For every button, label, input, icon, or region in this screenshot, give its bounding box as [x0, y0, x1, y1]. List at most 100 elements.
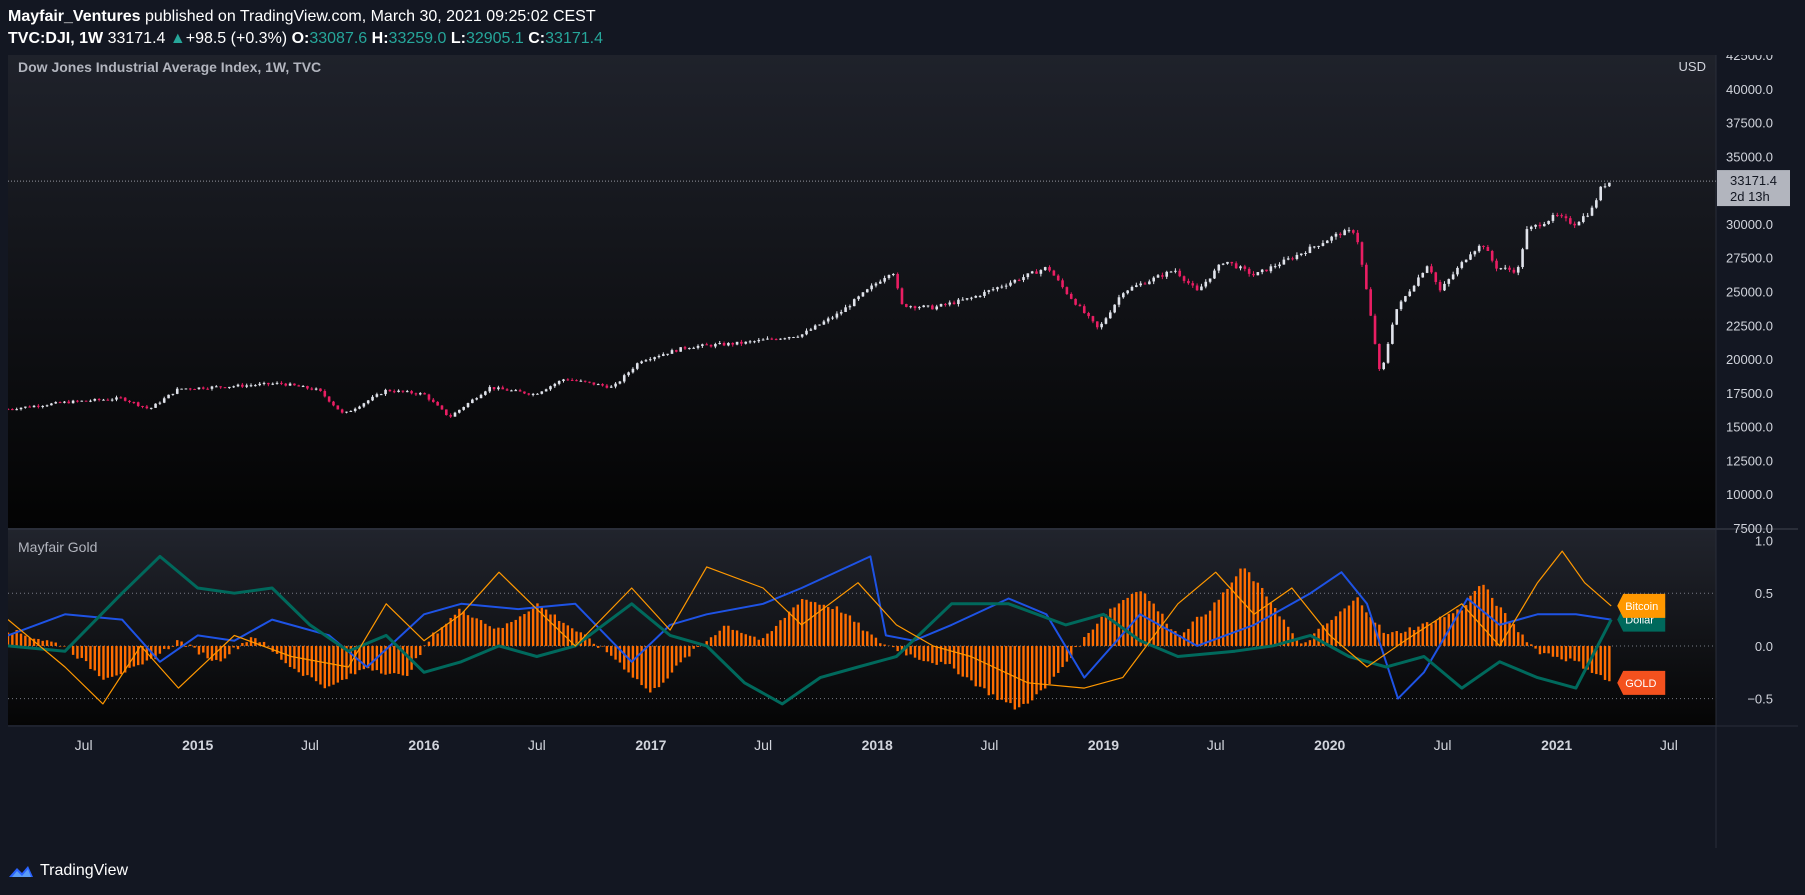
- candle-body[interactable]: [145, 406, 149, 409]
- histogram-bar[interactable]: [1430, 624, 1433, 646]
- histogram-bar[interactable]: [497, 627, 500, 646]
- histogram-bar[interactable]: [670, 645, 674, 673]
- candle-body[interactable]: [154, 403, 157, 408]
- histogram-bar[interactable]: [45, 640, 49, 646]
- candle-body[interactable]: [1521, 249, 1524, 268]
- candle-body[interactable]: [592, 382, 596, 385]
- candle-body[interactable]: [809, 329, 813, 331]
- histogram-bar[interactable]: [1213, 602, 1216, 646]
- histogram-bar[interactable]: [71, 645, 75, 655]
- candle-body[interactable]: [1460, 262, 1464, 268]
- candle-body[interactable]: [857, 296, 860, 300]
- histogram-bar[interactable]: [1504, 613, 1507, 646]
- candle-body[interactable]: [97, 398, 101, 400]
- candle-body[interactable]: [1213, 270, 1216, 279]
- histogram-bar[interactable]: [592, 643, 596, 646]
- candle-body[interactable]: [427, 394, 431, 400]
- candle-body[interactable]: [1577, 221, 1581, 226]
- candle-body[interactable]: [1408, 291, 1412, 297]
- candle-body[interactable]: [1412, 285, 1416, 292]
- histogram-bar[interactable]: [939, 645, 943, 662]
- histogram-bar[interactable]: [267, 645, 270, 647]
- histogram-bar[interactable]: [1278, 616, 1281, 646]
- histogram-bar[interactable]: [1226, 588, 1229, 646]
- histogram-bar[interactable]: [809, 601, 813, 646]
- candle-body[interactable]: [1590, 207, 1594, 216]
- candle-body[interactable]: [358, 406, 361, 409]
- candle-body[interactable]: [1417, 277, 1420, 286]
- candle-body[interactable]: [588, 381, 591, 383]
- candle-body[interactable]: [566, 379, 570, 381]
- histogram-bar[interactable]: [1269, 603, 1273, 646]
- histogram-bar[interactable]: [1178, 635, 1181, 646]
- candle-body[interactable]: [1252, 273, 1255, 276]
- candle-body[interactable]: [510, 390, 513, 392]
- candle-body[interactable]: [679, 347, 682, 352]
- candle-body[interactable]: [1217, 264, 1221, 271]
- candle-body[interactable]: [1004, 285, 1008, 287]
- candle-body[interactable]: [1438, 281, 1442, 291]
- candle-body[interactable]: [1542, 223, 1546, 227]
- candle-body[interactable]: [878, 281, 882, 284]
- histogram-bar[interactable]: [505, 623, 509, 646]
- histogram-bar[interactable]: [462, 611, 465, 646]
- candle-body[interactable]: [948, 302, 952, 305]
- histogram-bar[interactable]: [171, 645, 175, 647]
- histogram-bar[interactable]: [714, 635, 717, 646]
- candle-body[interactable]: [1065, 287, 1069, 294]
- candle-body[interactable]: [497, 387, 500, 390]
- histogram-bar[interactable]: [1039, 645, 1043, 691]
- candle-body[interactable]: [388, 389, 392, 392]
- histogram-bar[interactable]: [319, 645, 322, 685]
- histogram-bar[interactable]: [840, 612, 843, 646]
- histogram-bar[interactable]: [336, 645, 340, 683]
- candle-body[interactable]: [15, 409, 18, 411]
- candle-body[interactable]: [366, 400, 370, 404]
- histogram-bar[interactable]: [202, 645, 205, 653]
- histogram-bar[interactable]: [1022, 645, 1025, 704]
- candle-body[interactable]: [249, 385, 253, 387]
- histogram-bar[interactable]: [774, 625, 778, 646]
- histogram-bar[interactable]: [1499, 607, 1503, 646]
- candle-body[interactable]: [1195, 285, 1199, 291]
- candle-body[interactable]: [596, 384, 600, 386]
- candle-body[interactable]: [50, 403, 53, 406]
- candle-body[interactable]: [562, 379, 565, 382]
- candle-body[interactable]: [167, 394, 170, 399]
- histogram-bar[interactable]: [327, 645, 331, 687]
- candle-body[interactable]: [1456, 267, 1459, 275]
- candle-body[interactable]: [1052, 270, 1056, 276]
- histogram-bar[interactable]: [362, 645, 366, 670]
- histogram-bar[interactable]: [1352, 600, 1355, 646]
- histogram-bar[interactable]: [1287, 626, 1290, 646]
- candle-body[interactable]: [1165, 271, 1169, 277]
- histogram-bar[interactable]: [1417, 626, 1420, 646]
- candle-body[interactable]: [254, 385, 257, 387]
- candle-body[interactable]: [1078, 304, 1082, 307]
- candle-body[interactable]: [1582, 216, 1585, 222]
- histogram-bar[interactable]: [1148, 601, 1151, 646]
- histogram-bar[interactable]: [1139, 591, 1142, 646]
- candle-body[interactable]: [458, 409, 461, 413]
- candle-body[interactable]: [922, 305, 925, 308]
- histogram-bar[interactable]: [987, 645, 990, 696]
- histogram-bar[interactable]: [1573, 645, 1576, 661]
- histogram-bar[interactable]: [727, 625, 730, 646]
- histogram-bar[interactable]: [449, 617, 452, 646]
- candle-body[interactable]: [722, 343, 726, 346]
- candle-body[interactable]: [336, 405, 340, 410]
- candle-body[interactable]: [436, 401, 439, 406]
- histogram-bar[interactable]: [1065, 645, 1069, 662]
- histogram-bar[interactable]: [1486, 589, 1490, 646]
- histogram-bar[interactable]: [440, 627, 444, 646]
- histogram-bar[interactable]: [414, 645, 418, 659]
- histogram-bar[interactable]: [167, 645, 170, 650]
- candle-body[interactable]: [123, 397, 127, 401]
- candle-body[interactable]: [1208, 278, 1212, 282]
- candle-body[interactable]: [115, 397, 118, 400]
- candle-body[interactable]: [1469, 254, 1472, 260]
- histogram-bar[interactable]: [1217, 599, 1220, 646]
- candle-body[interactable]: [839, 312, 843, 314]
- histogram-bar[interactable]: [1404, 631, 1407, 646]
- histogram-bar[interactable]: [926, 645, 930, 662]
